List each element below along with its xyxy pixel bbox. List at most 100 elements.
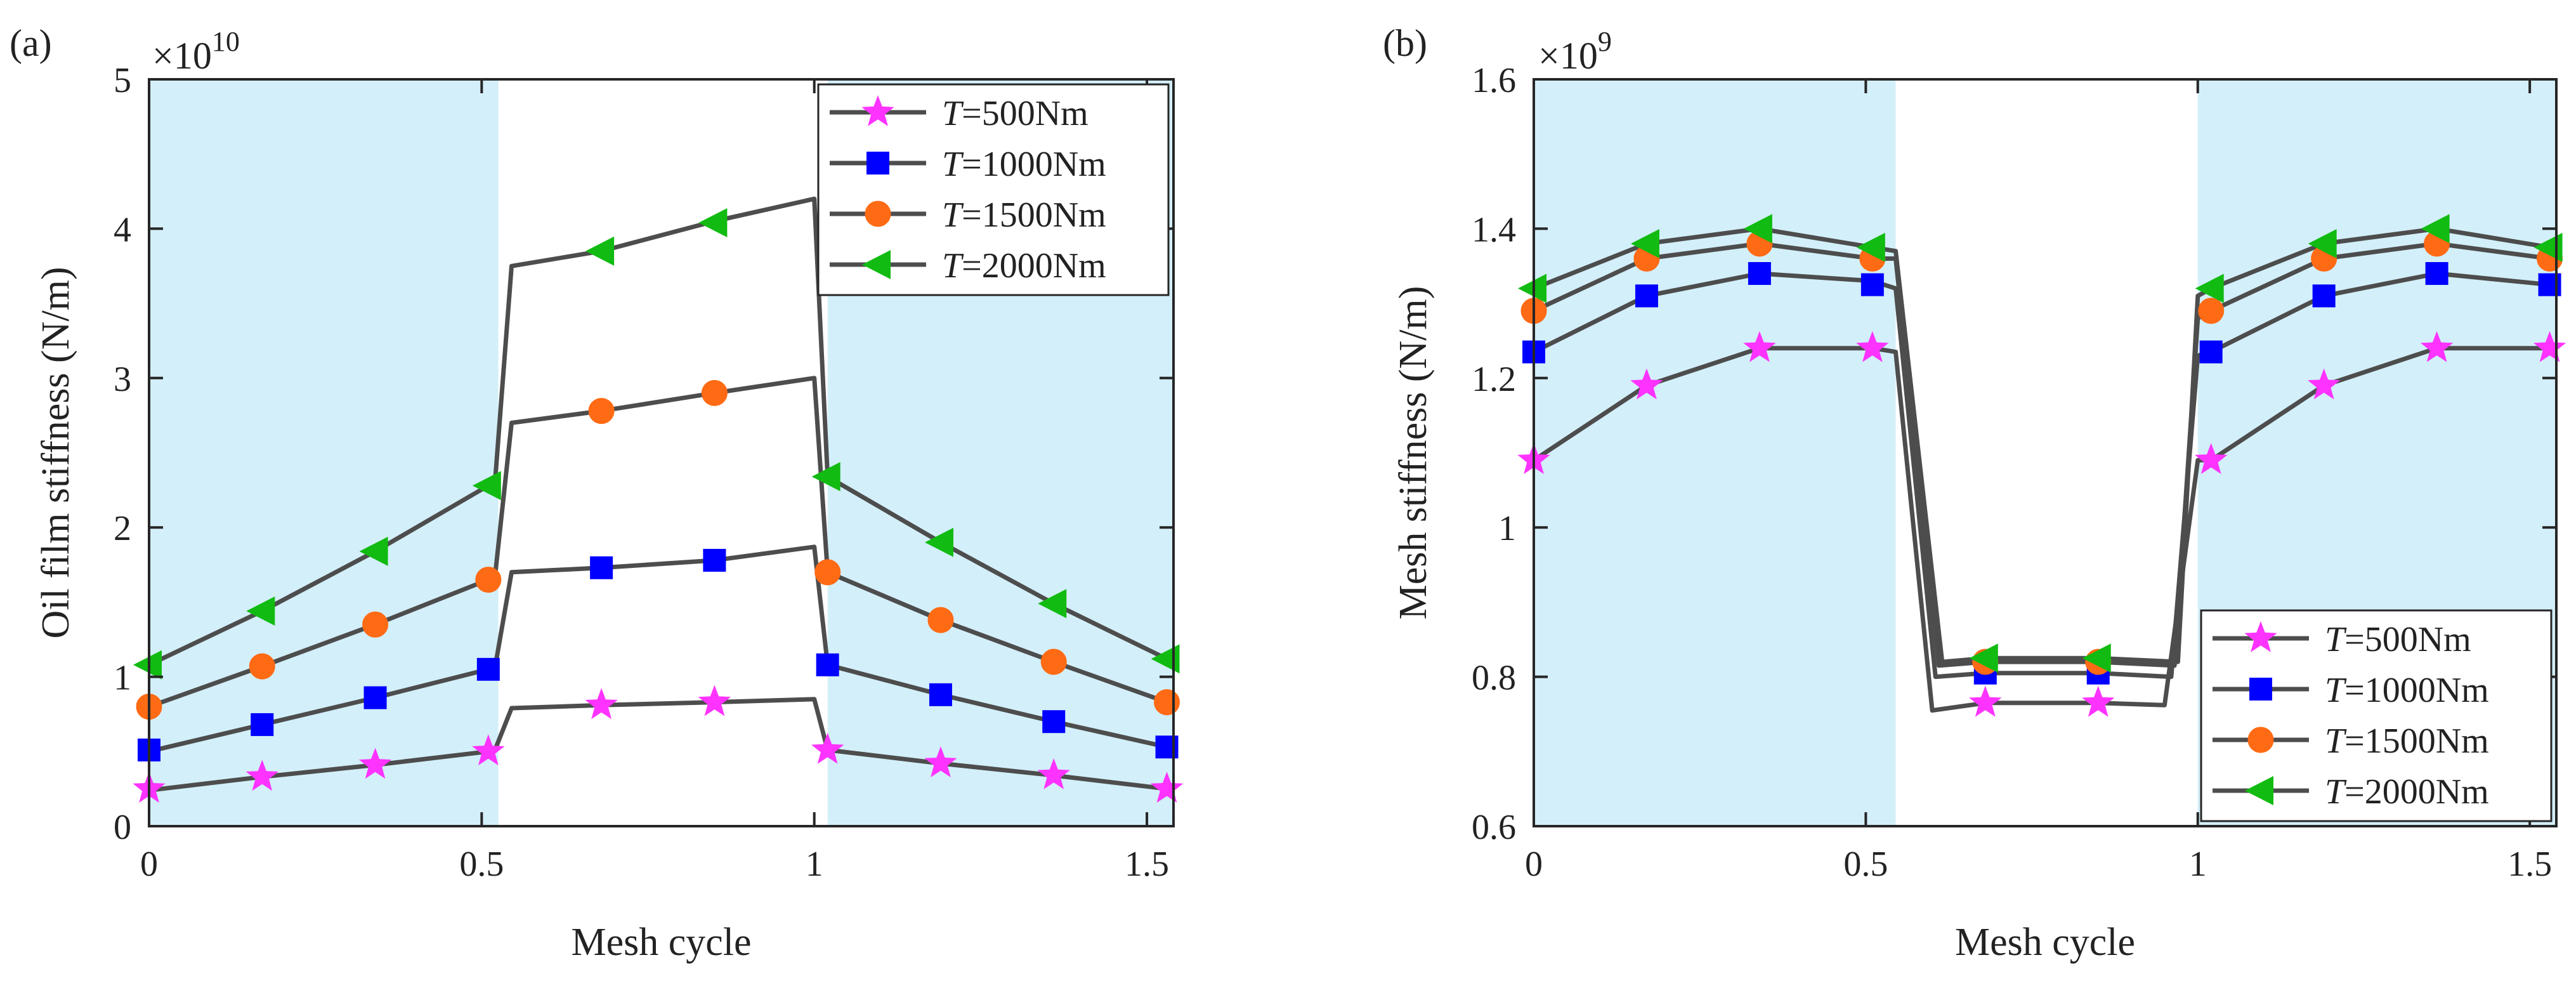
legend-label: T=1500Nm xyxy=(942,195,1106,235)
legend-label-var: T xyxy=(2325,721,2347,761)
data-point-2000nm xyxy=(1518,273,1546,303)
data-point-500nm xyxy=(1743,331,1776,362)
data-point-1000nm xyxy=(929,683,952,706)
chart-panel-b: 0 0.5 1 1.5 0.6 0.8 1 1.2 1.4 1.6 Mesh cycle Mesh s… xyxy=(1383,22,2566,964)
data-point-1000nm xyxy=(1635,284,1658,308)
legend-label-value: =1500Nm xyxy=(2344,721,2489,761)
data-point-2000nm xyxy=(246,596,275,626)
legend-label: T=1000Nm xyxy=(2325,671,2489,710)
data-point-2000nm xyxy=(2308,228,2337,258)
legend-label: T=2000Nm xyxy=(942,246,1106,286)
legend-label-value: =1500Nm xyxy=(962,195,1106,235)
data-point-1000nm xyxy=(2425,262,2449,286)
data-point-500nm xyxy=(2420,331,2454,362)
legend-label-value: =2000Nm xyxy=(2344,772,2489,812)
data-point-500nm xyxy=(2082,685,2115,717)
legend-label: T=500Nm xyxy=(942,94,1089,133)
panel-label: (b) xyxy=(1383,22,1427,64)
data-point-2000nm xyxy=(1969,643,1998,673)
x-axis-title: Mesh cycle xyxy=(571,921,751,964)
data-point-500nm xyxy=(472,734,505,766)
data-point-2000nm xyxy=(924,527,953,557)
data-point-1500nm xyxy=(588,398,615,425)
data-point-1500nm xyxy=(701,379,728,406)
y-axis-title: Mesh stiffness (N/m) xyxy=(1392,286,1435,620)
legend-label-var: T xyxy=(942,145,964,184)
y-tick-label: 0 xyxy=(114,808,131,847)
data-point-1500nm xyxy=(814,559,841,586)
legend-marker xyxy=(2249,678,2272,701)
legend-label-value: =500Nm xyxy=(962,94,1089,133)
multiplier-base: ×10 xyxy=(152,35,212,77)
data-point-2000nm xyxy=(1856,232,1885,262)
data-point-2000nm xyxy=(133,650,162,680)
data-point-2000nm xyxy=(2195,273,2224,303)
axes-frame xyxy=(148,78,1175,827)
legend-marker xyxy=(866,152,889,174)
x-tick-label: 0.5 xyxy=(1843,845,1888,884)
axis-multiplier: ×109 xyxy=(1538,26,1612,77)
y-tick-label: 1.6 xyxy=(1472,61,1516,100)
x-tick-label: 0.5 xyxy=(459,845,504,884)
data-point-500nm xyxy=(358,747,392,779)
axis-multiplier: ×1010 xyxy=(152,26,240,77)
data-point-2000nm xyxy=(359,536,388,566)
series-line-1500nm xyxy=(1533,241,2550,668)
legend-marker xyxy=(862,250,891,279)
data-point-1000nm xyxy=(251,713,274,736)
legend-marker xyxy=(2245,776,2273,805)
data-point-2000nm xyxy=(472,471,501,501)
data-point-1500nm xyxy=(362,611,389,638)
data-point-1000nm xyxy=(1155,735,1179,759)
data-point-500nm xyxy=(2308,368,2341,400)
chart-panel-a: 0 0.5 1 1.5 0 1 2 3 4 5 Mesh cycle Oil film stiffne… xyxy=(10,22,1184,964)
data-point-500nm xyxy=(811,732,844,764)
legend-label-value: =1000Nm xyxy=(2344,671,2489,710)
data-point-1500nm xyxy=(1040,649,1067,675)
data-point-1000nm xyxy=(476,657,500,681)
x-tick-label: 1 xyxy=(806,845,823,884)
y-tick-label: 3 xyxy=(114,360,131,399)
x-tick-label: 1 xyxy=(2189,845,2207,884)
data-point-1000nm xyxy=(2538,273,2561,296)
legend-marker xyxy=(865,201,891,227)
data-point-1500nm xyxy=(1154,689,1180,716)
data-point-500nm xyxy=(2195,443,2228,475)
data-point-500nm xyxy=(585,688,618,720)
legend-label-var: T xyxy=(2325,671,2347,710)
multiplier-base: ×10 xyxy=(1538,35,1598,77)
y-tick-label: 1.4 xyxy=(1472,210,1516,249)
x-tick-label: 1.5 xyxy=(1125,845,1169,884)
multiplier-exponent: 9 xyxy=(1598,26,1612,57)
data-point-500nm xyxy=(2533,331,2566,362)
data-point-500nm xyxy=(924,746,957,777)
data-point-2000nm xyxy=(2082,643,2111,673)
y-tick-label: 1 xyxy=(114,659,131,698)
legend-label: T=500Nm xyxy=(2325,620,2471,659)
x-tick-label: 0 xyxy=(1525,845,1543,884)
data-point-1000nm xyxy=(2312,284,2336,308)
data-point-2000nm xyxy=(585,236,615,266)
data-point-2000nm xyxy=(1743,214,1772,244)
legend-label: T=2000Nm xyxy=(2325,772,2489,812)
data-point-1000nm xyxy=(2199,340,2223,364)
data-point-1500nm xyxy=(475,567,502,593)
data-point-500nm xyxy=(1969,685,2002,717)
data-point-2000nm xyxy=(811,462,840,492)
data-point-1500nm xyxy=(2198,298,2225,324)
series-line-500nm xyxy=(1533,346,2550,713)
axes-frame xyxy=(1533,78,2558,827)
data-point-500nm xyxy=(1630,368,1663,400)
x-tick-label: 0 xyxy=(140,845,158,884)
legend-label-var: T xyxy=(942,94,964,133)
x-axis-title: Mesh cycle xyxy=(1955,921,2135,964)
legend-label-var: T xyxy=(2325,620,2347,659)
legend-label-value: =500Nm xyxy=(2344,620,2471,659)
legend-label: T=1500Nm xyxy=(2325,721,2489,761)
legend-label-var: T xyxy=(942,246,964,286)
data-point-500nm xyxy=(698,685,731,716)
y-tick-label: 1.2 xyxy=(1472,360,1516,399)
data-point-500nm xyxy=(1150,772,1184,803)
data-point-500nm xyxy=(245,760,278,791)
